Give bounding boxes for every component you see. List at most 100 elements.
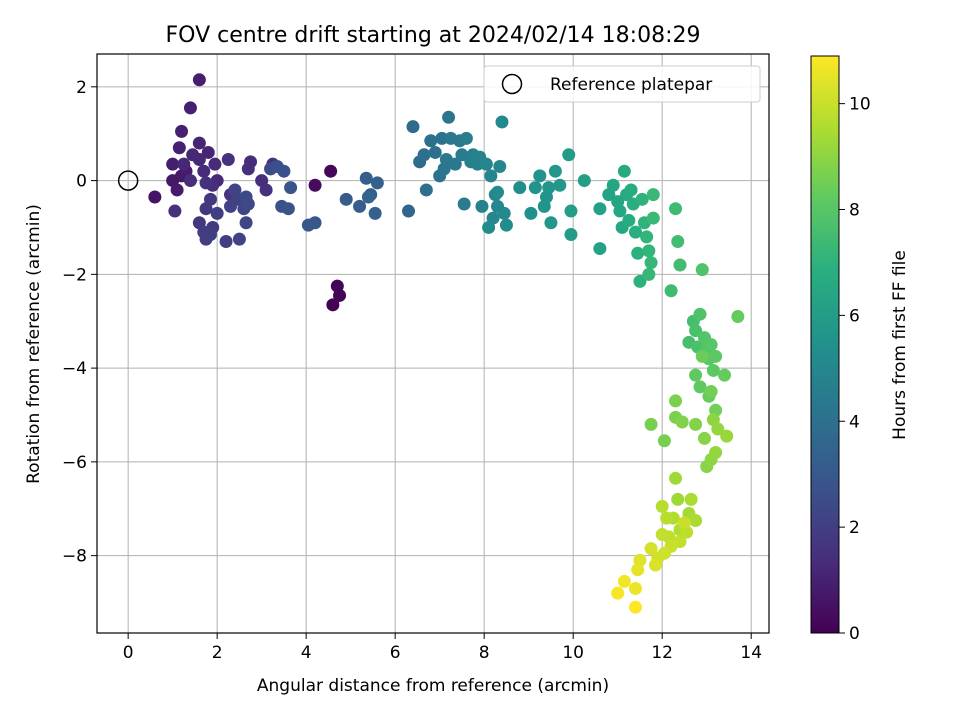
data-point <box>731 310 745 324</box>
data-point <box>353 199 367 213</box>
data-point <box>192 152 206 166</box>
data-point <box>624 183 638 197</box>
data-point <box>170 183 184 197</box>
data-point <box>544 216 558 230</box>
data-point <box>642 267 656 281</box>
data-point <box>669 202 683 216</box>
data-point <box>548 164 562 178</box>
data-point <box>709 446 723 460</box>
scatter-points <box>148 73 745 614</box>
data-point <box>677 516 691 530</box>
data-point <box>693 307 707 321</box>
data-point <box>684 492 698 506</box>
data-point <box>259 183 273 197</box>
data-point <box>671 235 685 249</box>
reference-platepar-marker <box>117 170 139 191</box>
data-point <box>693 380 707 394</box>
x-axis-ticks: 0 2 4 6 8 10 12 14 <box>123 633 762 663</box>
data-point <box>203 192 217 206</box>
data-point <box>613 204 627 218</box>
y-axis-label: Rotation from reference (arcmin) <box>24 204 44 484</box>
data-point <box>660 511 674 525</box>
data-point <box>148 190 162 204</box>
y-tick-label: 2 <box>76 78 87 98</box>
data-point <box>168 204 182 218</box>
data-point <box>675 415 689 429</box>
legend-marker <box>501 73 523 95</box>
data-point <box>617 164 631 178</box>
x-tick-label: 2 <box>212 643 223 663</box>
y-tick-label: −6 <box>62 453 87 473</box>
data-point <box>669 394 683 408</box>
data-point <box>368 206 382 220</box>
data-point <box>183 101 197 115</box>
data-point <box>499 218 513 232</box>
data-point <box>281 202 295 216</box>
data-point <box>428 145 442 159</box>
data-point <box>210 206 224 220</box>
data-point <box>361 190 375 204</box>
data-point <box>628 600 642 614</box>
data-point <box>442 110 456 124</box>
data-point <box>711 422 725 436</box>
data-point <box>484 169 498 183</box>
data-point <box>493 160 507 174</box>
data-point <box>664 284 678 298</box>
data-point <box>197 164 211 178</box>
data-point <box>424 134 438 148</box>
data-point <box>689 368 703 382</box>
data-point <box>657 434 671 448</box>
colorbar-tick-label: 8 <box>849 201 860 221</box>
data-point <box>646 188 660 202</box>
colorbar-label: Hours from first FF file <box>890 250 910 440</box>
legend: Reference platepar <box>483 65 761 103</box>
colorbar-tick-label: 4 <box>849 412 860 432</box>
data-point <box>228 183 242 197</box>
x-tick-label: 0 <box>123 643 134 663</box>
data-point <box>435 131 449 145</box>
data-point <box>192 73 206 87</box>
data-point <box>417 148 431 162</box>
data-point <box>419 183 433 197</box>
legend-label: Reference platepar <box>550 75 712 95</box>
data-point <box>704 338 718 352</box>
data-point <box>617 574 631 588</box>
data-point <box>720 429 734 443</box>
data-point <box>562 148 576 162</box>
data-point <box>475 199 489 213</box>
colorbar-tick-label: 2 <box>849 518 860 538</box>
data-point <box>232 232 246 246</box>
y-tick-label: 0 <box>76 172 87 192</box>
x-tick-label: 6 <box>390 643 401 663</box>
data-point <box>339 192 353 206</box>
data-point <box>673 258 687 272</box>
data-point <box>455 148 469 162</box>
data-point <box>706 363 720 377</box>
data-point <box>669 471 683 485</box>
data-point <box>495 115 509 129</box>
data-point <box>239 190 253 204</box>
data-point <box>330 279 344 293</box>
x-axis-label: Angular distance from reference (arcmin) <box>257 676 609 696</box>
data-point <box>482 220 496 234</box>
data-point <box>203 227 217 241</box>
legend-box <box>483 65 761 103</box>
data-point <box>308 216 322 230</box>
data-point <box>553 178 567 192</box>
data-point <box>528 181 542 195</box>
data-point <box>649 558 663 572</box>
data-point <box>631 246 645 260</box>
data-point <box>644 256 658 270</box>
data-point <box>593 202 607 216</box>
x-tick-label: 12 <box>651 643 673 663</box>
data-point <box>622 213 636 227</box>
data-point <box>177 157 191 171</box>
data-point <box>239 216 253 230</box>
grid-lines <box>97 54 769 633</box>
data-point <box>633 274 647 288</box>
data-point <box>689 324 703 338</box>
data-point <box>192 136 206 150</box>
data-point <box>308 178 322 192</box>
data-point <box>497 206 511 220</box>
